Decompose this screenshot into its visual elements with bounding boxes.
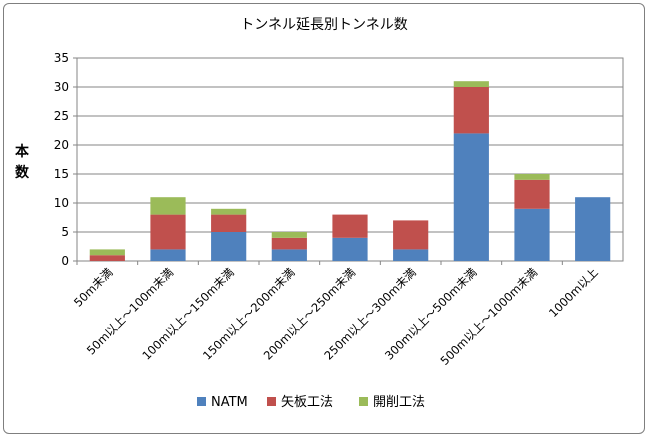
legend-label: 矢板工法	[281, 395, 333, 410]
bar-segment	[332, 214, 368, 238]
y-tick-label: 5	[61, 225, 69, 239]
bar-segment	[453, 81, 489, 87]
bar-segment	[453, 133, 489, 261]
bar-segment	[514, 179, 550, 209]
chart-title: トンネル延長別トンネル数	[240, 17, 407, 33]
y-tick-label: 30	[54, 80, 69, 94]
bar-segment	[575, 197, 611, 261]
bar-segment	[453, 87, 489, 134]
y-axis-title: 本数	[15, 143, 30, 181]
y-tick-label: 15	[54, 167, 69, 181]
y-tick-label: 35	[54, 51, 69, 65]
bar-segment	[150, 197, 186, 215]
legend-swatch	[197, 397, 206, 406]
bar-segment	[514, 174, 550, 180]
legend-label: 開削工法	[373, 395, 425, 410]
x-axis-labels: 50m未満50m以上～100m未満100m以上～150m未満150m以上～200…	[71, 265, 601, 368]
legend-swatch	[359, 397, 368, 406]
bar-segment	[393, 220, 429, 250]
bar-segment	[514, 208, 550, 261]
bars	[76, 81, 611, 265]
y-tick-label: 0	[61, 254, 69, 268]
bar-segment	[271, 237, 307, 250]
bar-segment	[271, 249, 307, 261]
bar-segment	[150, 214, 186, 250]
bar-segment	[211, 214, 247, 232]
bar-segment	[393, 249, 429, 261]
legend: NATM 矢板工法 開削工法	[197, 395, 425, 410]
bar-segment	[271, 232, 307, 238]
y-tick-label: 25	[54, 109, 69, 123]
bar-segment	[150, 249, 186, 261]
bar-segment	[89, 255, 125, 261]
x-tick-label: 1000m以上	[546, 265, 601, 320]
bar-segment	[332, 237, 368, 261]
y-axis-ticks: 0 5 10 15 20 25 30 35	[54, 51, 77, 268]
bar-segment	[89, 249, 125, 256]
y-tick-label: 20	[54, 138, 69, 152]
legend-swatch	[267, 397, 276, 406]
bar-segment	[211, 208, 247, 215]
x-tick-label: 50m未満	[71, 265, 115, 309]
legend-label: NATM	[211, 395, 248, 410]
y-tick-label: 10	[54, 196, 69, 210]
bar-segment	[211, 232, 247, 261]
